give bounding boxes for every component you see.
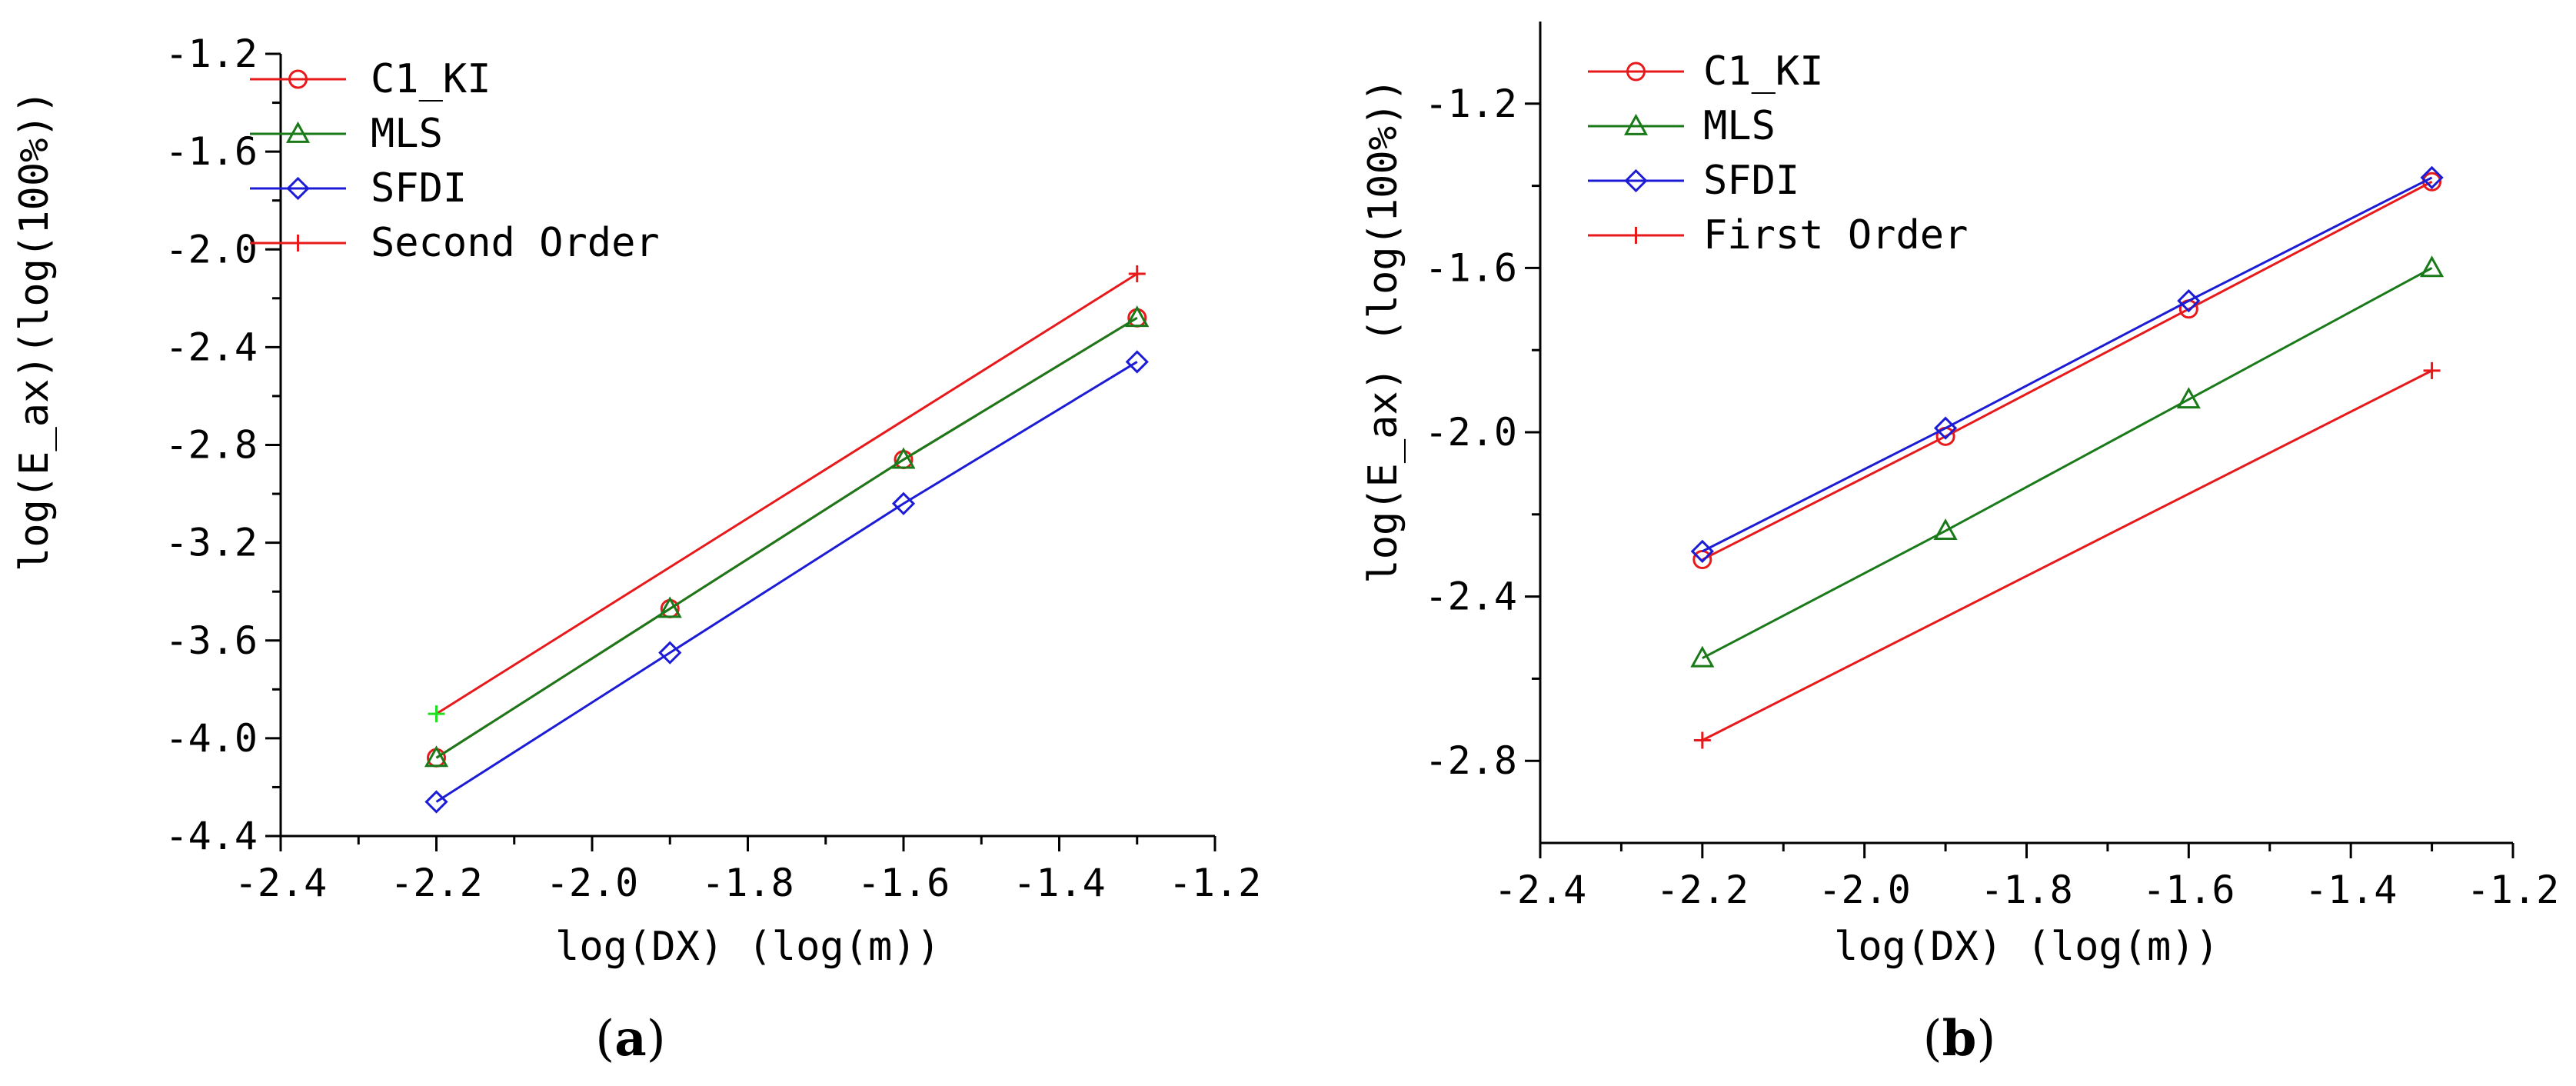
legend-marker-second-order xyxy=(289,235,307,252)
data-point-sfdi xyxy=(2177,288,2201,313)
legend-marker-first-order xyxy=(1627,227,1645,244)
legend-label-c1-ki: C1_KI xyxy=(371,56,491,102)
y-axis-title: log(E_ax)(log(100%)) xyxy=(12,90,58,571)
chart-panel-b: -2.4 -2.2 -2.0 -1.8 -1.6 -1.4 -1.2 -2.8 -2.4 -2.0… xyxy=(1360,22,2559,1068)
panel-label-paren: ( xyxy=(595,1011,614,1068)
x-tick-label: -1.4 xyxy=(2305,868,2397,912)
legend-label-mls: MLS xyxy=(1703,103,1776,149)
legend-label-c1-ki: C1_KI xyxy=(1703,48,1824,95)
legend-label-mls: MLS xyxy=(371,111,443,157)
data-point-sfdi xyxy=(2420,165,2444,190)
panel-label-letter: a xyxy=(614,1010,646,1068)
series-line-mls xyxy=(435,316,1138,759)
data-point-mls xyxy=(2176,387,2201,409)
x-tick-label: -1.8 xyxy=(701,861,794,905)
x-axis-title: log(DX) (log(m)) xyxy=(555,924,940,970)
data-point-first-order xyxy=(1693,731,1711,749)
legend-marker-sfdi xyxy=(1624,168,1648,193)
x-tick-label: -2.2 xyxy=(1656,868,1749,912)
legend-label-first-order: First Order xyxy=(1703,212,1968,258)
data-point-first-order xyxy=(2423,361,2441,379)
y-tick-label: -1.6 xyxy=(165,129,258,174)
data-point-sfdi xyxy=(1125,350,1149,374)
y-tick-label: -4.4 xyxy=(165,814,258,858)
y-axis-title: log(E_ax) (log(100%)) xyxy=(1360,78,1406,583)
series-line-c1-ki xyxy=(1702,180,2433,561)
y-tick-label: -1.2 xyxy=(1425,82,1517,126)
data-point-sfdi xyxy=(1933,416,1958,440)
data-point-sfdi xyxy=(658,641,682,665)
y-tick-label: -3.6 xyxy=(165,618,258,663)
chart-panel-a: -2.4 -2.2 -2.0 -1.8 -1.6 -1.4 -1.2 -4.4 -4.0 -3.6… xyxy=(12,32,1261,1068)
panel-label-letter: b xyxy=(1942,1010,1977,1068)
legend-marker-mls xyxy=(1623,113,1649,135)
y-tick-label: -2.8 xyxy=(165,423,258,468)
legend-marker-c1-ki xyxy=(1626,62,1646,82)
x-axis-title: log(DX) (log(m)) xyxy=(1834,924,2219,970)
data-point-mls xyxy=(657,596,682,618)
data-point-mls xyxy=(891,447,916,469)
x-tick-label: -1.6 xyxy=(2142,868,2235,912)
data-point-mls xyxy=(1690,645,1715,668)
x-tick-label: -1.4 xyxy=(1013,861,1105,905)
series-line-sfdi xyxy=(435,361,1138,803)
data-point-sfdi xyxy=(891,491,916,515)
data-point-sfdi xyxy=(424,790,448,814)
x-tick-label: -2.0 xyxy=(546,861,638,905)
x-tick-label: -1.2 xyxy=(1169,861,1261,905)
y-tick-label: -1.2 xyxy=(165,32,258,76)
series-line-first-order xyxy=(1702,369,2433,741)
data-point-sfdi xyxy=(1690,539,1714,563)
y-tick-label: -2.0 xyxy=(165,227,258,272)
panel-label-paren: ( xyxy=(1923,1011,1942,1068)
x-tick-label: -2.2 xyxy=(390,861,482,905)
panel-label-paren: ) xyxy=(1976,1011,1995,1068)
legend-marker-mls xyxy=(285,121,311,143)
x-tick-label: -2.0 xyxy=(1818,868,1910,912)
y-tick-label: -4.0 xyxy=(165,716,258,761)
data-point-mls xyxy=(2420,255,2445,278)
panel-label-paren: ) xyxy=(647,1011,666,1068)
series-line-second-order xyxy=(435,272,1138,715)
y-tick-label: -2.4 xyxy=(165,325,258,369)
y-tick-label: -1.6 xyxy=(1425,245,1517,290)
legend-marker-c1-ki xyxy=(288,69,308,89)
y-tick-label: -2.8 xyxy=(1425,738,1517,783)
panel-label: (a) xyxy=(595,1010,665,1068)
legend-label-sfdi: SFDI xyxy=(371,165,467,212)
panel-label: (b) xyxy=(1923,1010,1996,1068)
data-point-mls xyxy=(1125,305,1150,328)
x-tick-label: -1.2 xyxy=(2467,868,2559,912)
y-tick-label: -3.2 xyxy=(165,521,258,565)
data-point-second-order xyxy=(1128,265,1146,283)
series-line-mls xyxy=(1702,267,2433,660)
x-tick-label: -1.8 xyxy=(1980,868,2072,912)
legend-label-sfdi: SFDI xyxy=(1703,158,1799,204)
series-line-sfdi xyxy=(1702,176,2433,553)
x-tick-label: -2.4 xyxy=(235,861,327,905)
x-tick-label: -1.6 xyxy=(857,861,950,905)
data-point-second-order xyxy=(428,705,445,723)
y-tick-label: -2.0 xyxy=(1425,410,1517,455)
data-point-mls xyxy=(1933,518,1958,541)
legend-label-second-order: Second Order xyxy=(371,220,660,266)
y-tick-label: -2.4 xyxy=(1425,575,1517,619)
data-point-mls xyxy=(424,745,449,768)
legend-marker-sfdi xyxy=(286,176,310,201)
x-tick-label: -2.4 xyxy=(1494,868,1586,912)
